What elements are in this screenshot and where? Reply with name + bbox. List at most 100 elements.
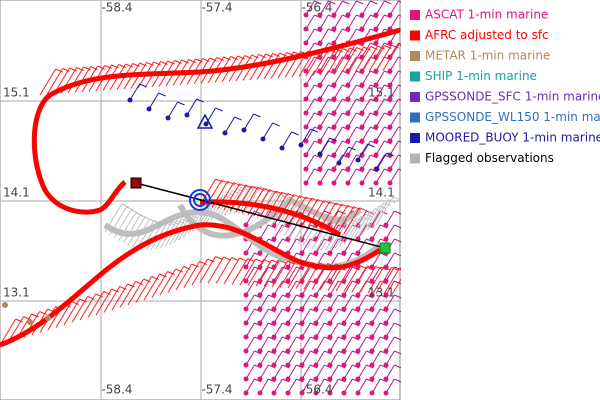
ascat-dot [387, 110, 393, 116]
ascat-dot [355, 390, 361, 396]
wind-barb [343, 280, 353, 296]
wind-barb [177, 101, 185, 106]
afrc-track [31, 27, 401, 215]
ascat-dot [271, 362, 277, 368]
wind-barb [356, 0, 364, 5]
wind-barb [167, 101, 179, 119]
ascat-dot [331, 166, 337, 172]
wind-barb [254, 336, 262, 341]
wind-barb [343, 378, 353, 394]
ascat-dot [331, 54, 337, 60]
lon-label-bottom: -57.4 [201, 383, 232, 397]
wind-barb [380, 336, 388, 341]
ascat-dot [327, 306, 333, 312]
lat-label-right: 13.1 [368, 286, 395, 300]
ascat-dot [369, 320, 375, 326]
wind-barb [132, 63, 140, 67]
wind-barb [375, 140, 385, 156]
ascat-dot [243, 264, 249, 270]
wind-barb [356, 84, 364, 89]
wind-barb [361, 168, 371, 184]
ascat-dot [313, 292, 319, 298]
wind-barb [291, 131, 299, 136]
ascat-dot [341, 292, 347, 298]
wind-barb [329, 280, 339, 296]
wind-barb [259, 336, 269, 352]
wind-barb [259, 308, 269, 324]
wind-barb [301, 336, 311, 352]
wind-barb [139, 83, 147, 88]
ascat-dot [271, 376, 277, 382]
wind-barb [239, 257, 247, 262]
wind-barb [329, 322, 339, 338]
wind-barb [301, 364, 311, 380]
wind-barb [385, 280, 395, 296]
ascat-dot [387, 40, 393, 46]
ascat-dot [341, 348, 347, 354]
legend-label: GPSSONDE_WL150 1-min marine [425, 110, 600, 124]
ascat-dot [313, 306, 319, 312]
wind-barb [175, 268, 183, 273]
wind-barb [362, 205, 380, 234]
wind-barb [329, 350, 339, 366]
ascat-dot [387, 180, 393, 186]
wind-barb [370, 46, 378, 50]
wind-barb [273, 336, 283, 352]
wind-barb [347, 112, 357, 128]
wind-barb [349, 47, 357, 52]
wind-barb [245, 280, 255, 296]
wind-barb [253, 113, 261, 118]
ascat-dot [243, 320, 249, 326]
wind-barb [0, 318, 17, 346]
ascat-dot [243, 306, 249, 312]
ascat-dot [359, 96, 365, 102]
wind-barb [245, 184, 253, 189]
wind-barb [366, 266, 374, 271]
transect [135, 182, 386, 249]
ascat-dot [327, 362, 333, 368]
ascat-dot [369, 334, 375, 340]
ascat-dot [369, 236, 375, 242]
metar-dot [2, 302, 8, 308]
lon-label-bottom: -58.4 [101, 383, 132, 397]
ascat-dot [317, 166, 323, 172]
ascat-dot [355, 306, 361, 312]
ascat-dot [369, 348, 375, 354]
wind-barb [287, 238, 297, 254]
ascat-dot [313, 376, 319, 382]
wind-barb [352, 266, 360, 271]
wind-barb [301, 322, 311, 338]
wind-barb [380, 322, 388, 327]
wind-barb [63, 298, 81, 326]
wind-barb [356, 14, 364, 19]
wind-barb [230, 56, 238, 60]
wind-barb [333, 98, 343, 114]
ascat-dot [257, 334, 263, 340]
ascat-dot [373, 180, 379, 186]
legend-swatch [410, 71, 420, 82]
lon-label-bottom: -56.4 [301, 383, 332, 397]
wind-barb [62, 68, 70, 72]
wind-barb [384, 112, 392, 117]
wind-barb [271, 260, 289, 288]
ascat-dot [355, 250, 361, 256]
wind-barb [287, 350, 297, 366]
wind-barb [305, 140, 315, 156]
legend-label: AFRC adjusted to sfc [425, 28, 549, 42]
ascat-dot [331, 152, 337, 158]
ascat-dot [373, 124, 379, 130]
wind-barb [23, 316, 31, 320]
wind-barb [273, 364, 283, 380]
wind-barb [215, 257, 233, 284]
wind-barb [259, 190, 277, 218]
wind-barb [269, 189, 277, 194]
wind-barb [283, 195, 301, 223]
wind-barb [287, 224, 297, 240]
ascat-dot [369, 278, 375, 284]
wind-barb [356, 70, 364, 75]
wind-barb [244, 55, 252, 59]
wind-barb [343, 336, 353, 352]
wind-barb [254, 378, 262, 383]
lon-label-top: -58.4 [101, 1, 132, 15]
ascat-dot [271, 348, 277, 354]
